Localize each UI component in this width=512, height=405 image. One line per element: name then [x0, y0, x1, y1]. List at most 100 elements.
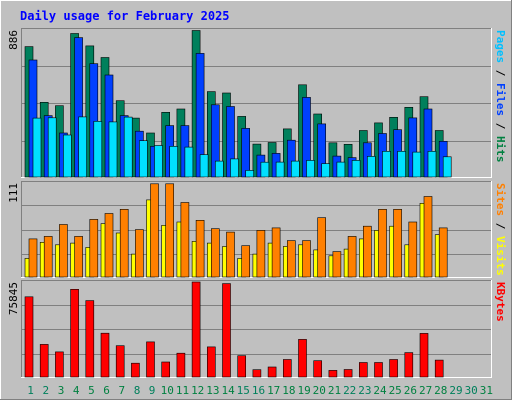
bar-sites-day-20	[317, 217, 327, 278]
x-label-day-14: 14	[221, 384, 235, 397]
bar-kbytes-day-28	[434, 359, 444, 378]
bar-kbytes-day-19	[298, 339, 307, 378]
x-label-day-7: 7	[118, 384, 125, 397]
bar-kbytes-day-5	[85, 300, 95, 378]
x-label-day-10: 10	[161, 384, 174, 397]
x-label-day-13: 13	[206, 384, 219, 397]
x-label-day-29: 29	[449, 384, 462, 397]
legend-part-4: /	[494, 116, 507, 136]
legend-part-3: Visits	[494, 236, 507, 276]
bar-pages-day-20	[321, 163, 331, 178]
bar-kbytes-day-12	[191, 281, 201, 378]
x-label-day-3: 3	[58, 384, 65, 397]
bar-sites-day-28	[438, 227, 448, 278]
x-label-day-15: 15	[237, 384, 250, 397]
right-axis-legend: Sites / Visits	[494, 183, 507, 276]
bar-kbytes-day-6	[100, 332, 110, 378]
x-label-day-2: 2	[42, 384, 49, 397]
bar-files-day-15	[241, 128, 250, 178]
bar-sites-day-2	[43, 236, 53, 278]
x-label-day-31: 31	[480, 384, 493, 397]
series-sites	[28, 183, 448, 278]
bar-pages-day-28	[442, 156, 452, 178]
bar-pages-day-8	[139, 140, 148, 178]
x-label-day-17: 17	[267, 384, 280, 397]
x-axis-labels: 1 2 3 4 5 6 7 8 9 10 11 12 13 14 15 16 17 18 19 20 21 22 23 24 2…	[27, 384, 493, 397]
bar-pages-day-11	[184, 146, 194, 178]
bar-pages-day-13	[215, 160, 224, 178]
right-axis-legend: KBytes	[494, 282, 507, 322]
bar-pages-day-26	[412, 151, 422, 178]
bar-kbytes-day-16	[252, 369, 262, 378]
bar-pages-day-17	[275, 161, 285, 178]
bar-pages-day-5	[93, 121, 103, 178]
bar-kbytes-day-14	[222, 283, 231, 378]
x-label-day-6: 6	[103, 384, 110, 397]
bar-pages-day-6	[108, 121, 118, 178]
series-pages	[32, 116, 452, 178]
bar-sites-day-12	[195, 220, 205, 278]
bar-sites-day-14	[226, 231, 235, 278]
bar-sites-day-11	[180, 202, 190, 278]
bar-sites-day-19	[302, 240, 311, 278]
chart-title: Daily usage for February 2025	[20, 9, 230, 23]
bar-sites-day-10	[165, 183, 174, 278]
bar-pages-day-22	[351, 160, 361, 178]
panel-1: 886 Pages / Files / Hits	[7, 28, 507, 178]
bar-kbytes-day-3	[55, 351, 64, 378]
x-label-day-9: 9	[149, 384, 156, 397]
bar-kbytes-day-2	[39, 344, 49, 378]
bar-pages-day-12	[199, 154, 209, 178]
panel-3: 75845 KBytes	[7, 280, 507, 378]
x-label-day-18: 18	[282, 384, 295, 397]
x-label-day-8: 8	[134, 384, 141, 397]
legend-part-1: KBytes	[494, 282, 507, 322]
bar-pages-day-4	[78, 116, 87, 178]
right-axis-legend: Pages / Files / Hits	[494, 30, 507, 163]
bar-kbytes-day-20	[313, 360, 323, 378]
x-label-day-11: 11	[176, 384, 189, 397]
bar-kbytes-day-9	[146, 341, 155, 378]
y-max-label: 75845	[7, 282, 20, 315]
bar-kbytes-day-15	[237, 355, 246, 378]
bar-sites-day-27	[423, 196, 433, 278]
x-label-day-24: 24	[373, 384, 387, 397]
bar-sites-day-21	[332, 251, 342, 278]
bar-sites-day-4	[74, 236, 83, 278]
bar-pages-day-15	[245, 170, 254, 178]
bar-pages-day-1	[32, 117, 42, 178]
bar-kbytes-day-4	[70, 288, 79, 378]
bar-kbytes-day-18	[282, 359, 292, 378]
bar-pages-day-19	[306, 160, 315, 178]
bar-kbytes-day-24	[374, 362, 383, 378]
bar-sites-day-5	[89, 219, 99, 278]
bar-pages-day-2	[47, 117, 57, 178]
bar-sites-day-24	[378, 209, 387, 278]
bar-pages-day-23	[366, 156, 376, 178]
bar-pages-day-16	[260, 161, 270, 178]
bar-kbytes-day-17	[267, 366, 277, 378]
x-label-day-19: 19	[297, 384, 310, 397]
bar-pages-day-24	[382, 151, 391, 178]
chart-panels: 886 Pages / Files / Hits 111 Sites / Visits…	[7, 28, 507, 378]
bar-sites-day-1	[28, 238, 38, 278]
x-label-day-27: 27	[419, 384, 432, 397]
bar-pages-day-14	[230, 158, 239, 178]
bar-kbytes-day-25	[389, 359, 398, 378]
legend-part-3: Files	[494, 83, 507, 116]
y-max-label: 886	[7, 30, 20, 50]
y-max-label: 111	[7, 183, 20, 203]
bar-kbytes-day-23	[358, 362, 368, 378]
bar-kbytes-day-13	[207, 346, 216, 378]
bar-sites-day-6	[104, 213, 114, 278]
x-label-day-23: 23	[358, 384, 371, 397]
bar-kbytes-day-8	[131, 362, 140, 378]
x-label-day-21: 21	[328, 384, 341, 397]
legend-part-1: Sites	[494, 183, 507, 216]
bar-pages-day-7	[123, 116, 133, 178]
bar-sites-day-7	[119, 209, 129, 278]
legend-part-1: Pages	[494, 30, 507, 63]
bar-sites-day-9	[150, 183, 159, 278]
